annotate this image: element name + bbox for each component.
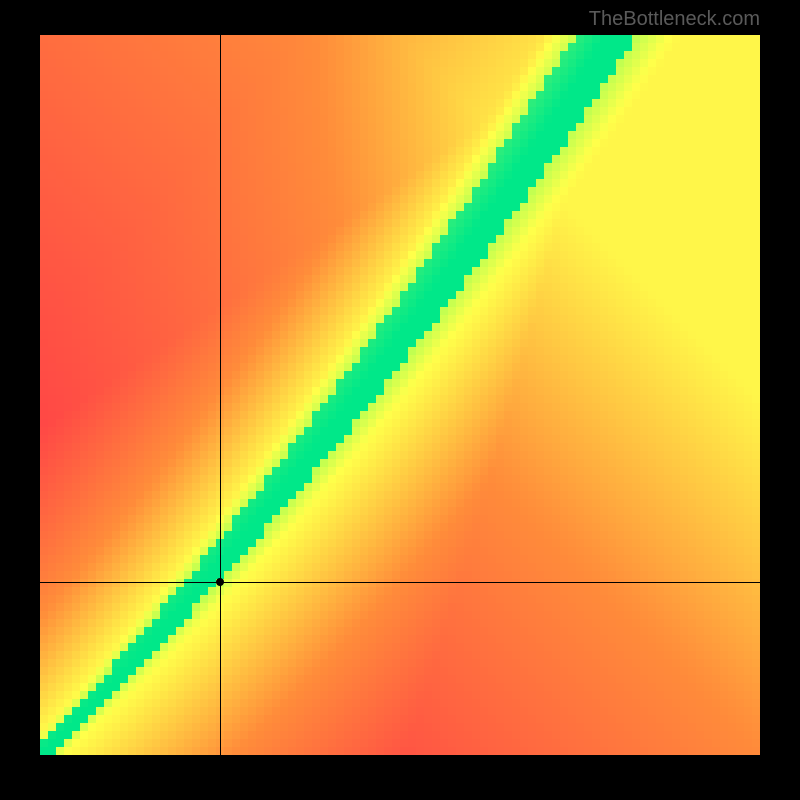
watermark-text: TheBottleneck.com (589, 8, 760, 31)
marker-dot (216, 578, 224, 586)
crosshair-vertical (220, 35, 221, 755)
heatmap-plot (40, 35, 760, 755)
heatmap-canvas (40, 35, 760, 755)
crosshair-horizontal (40, 582, 760, 583)
